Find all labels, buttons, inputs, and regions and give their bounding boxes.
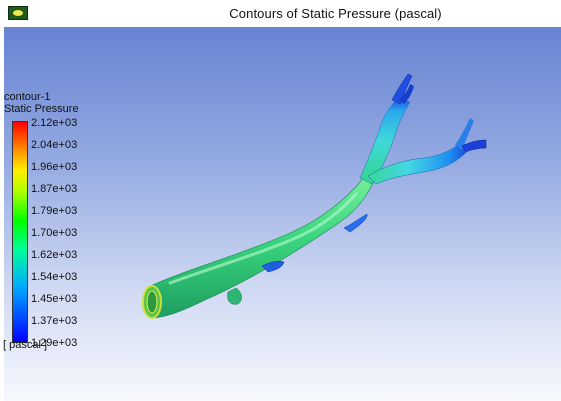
- legend-variable: Static Pressure: [4, 103, 79, 115]
- legend-tick: 1.70e+03: [31, 227, 78, 239]
- legend-tick: 2.04e+03: [31, 139, 78, 151]
- side-branch-blue-mid: [343, 213, 368, 233]
- window-title: Contours of Static Pressure (pascal): [229, 6, 442, 21]
- legend-tick: 1.37e+03: [31, 315, 78, 327]
- color-scale-bar: [12, 121, 28, 343]
- legend-tick: 1.29e+03: [31, 337, 78, 349]
- legend-tick: 1.45e+03: [31, 293, 78, 305]
- legend-unit: [ pascal ]: [3, 339, 48, 351]
- side-branch-small: [227, 287, 242, 305]
- branch-upper: [359, 97, 411, 185]
- fluent-graphics-icon[interactable]: [8, 6, 28, 20]
- side-branch-blue-lower: [261, 260, 285, 273]
- legend-tick: 1.96e+03: [31, 161, 78, 173]
- legend-tick: 1.54e+03: [31, 271, 78, 283]
- legend-tick: 1.62e+03: [31, 249, 78, 261]
- legend-tick: 2.12e+03: [31, 117, 78, 129]
- vessel-trunk: [147, 169, 379, 319]
- legend-tick: 1.87e+03: [31, 183, 78, 195]
- legend-name: contour-1: [4, 91, 51, 103]
- legend-tick: 1.79e+03: [31, 205, 78, 217]
- title-bar: Contours of Static Pressure (pascal): [0, 0, 561, 27]
- graphics-viewport[interactable]: [4, 27, 561, 401]
